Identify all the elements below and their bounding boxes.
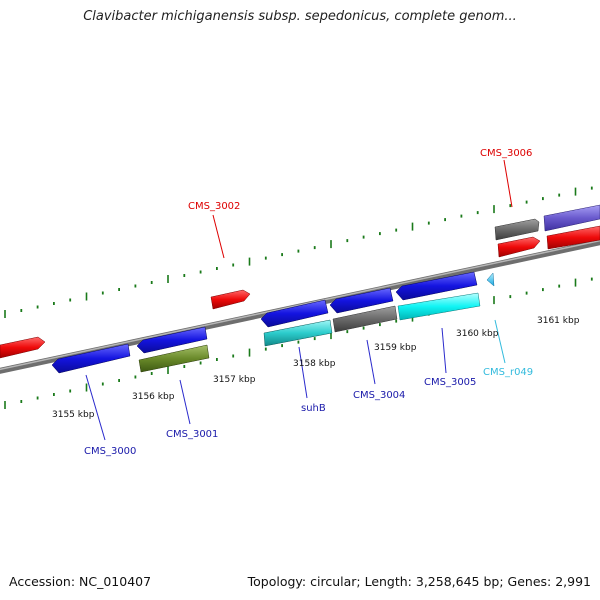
gene-cms-r049[interactable] [486, 272, 495, 287]
scale-label-3155: 3155 kbp [52, 410, 95, 420]
genome-summary-text: Topology: circular; Length: 3,258,645 bp… [247, 574, 591, 589]
gene-cms-3000[interactable] [51, 343, 131, 374]
gene-cms-3004-a[interactable] [329, 287, 394, 314]
scale-labels: 3155 kbp 3156 kbp 3157 kbp 3158 kbp 3159… [52, 316, 580, 420]
scale-label-3160: 3160 kbp [456, 329, 499, 339]
label-leader-lines [85, 159, 513, 441]
scale-label-3157: 3157 kbp [213, 375, 256, 385]
gene-suhb[interactable] [263, 319, 333, 347]
gene-cms-3003-a[interactable] [260, 299, 329, 328]
gene-cms-3009[interactable] [546, 225, 600, 250]
scale-label-3159: 3159 kbp [374, 343, 417, 353]
label-cms-3000[interactable]: CMS_3000 [84, 446, 136, 457]
label-suhb[interactable]: suhB [301, 403, 326, 414]
gene-cms-3001-a[interactable] [136, 326, 208, 354]
gene-cms-3006[interactable] [494, 218, 540, 241]
label-cms-r049[interactable]: CMS_r049 [483, 367, 533, 378]
label-cms-3002[interactable]: CMS_3002 [188, 201, 240, 212]
gene-cms-3007[interactable] [497, 236, 541, 258]
accession-text: Accession: NC_010407 [9, 574, 152, 589]
map-title: Clavibacter michiganensis subsp. sepedon… [83, 9, 517, 24]
outer-ring-ticks [4, 186, 593, 318]
scale-label-3161: 3161 kbp [537, 316, 580, 326]
gene-cms-2999[interactable] [0, 336, 46, 359]
scale-label-3158: 3158 kbp [293, 359, 336, 369]
label-cms-3005[interactable]: CMS_3005 [424, 377, 476, 388]
label-cms-3004[interactable]: CMS_3004 [353, 390, 405, 401]
gene-cms-3002[interactable] [210, 289, 251, 310]
label-cms-3006[interactable]: CMS_3006 [480, 148, 532, 159]
gene-features [0, 204, 600, 374]
gene-cms-3004[interactable] [332, 305, 398, 333]
gene-cms-3001[interactable] [138, 344, 210, 373]
gene-cms-3005[interactable] [397, 292, 481, 321]
gene-cms-3005-a[interactable] [395, 271, 478, 301]
scale-label-3156: 3156 kbp [132, 392, 175, 402]
label-cms-3001[interactable]: CMS_3001 [166, 429, 218, 440]
gene-cms-3008[interactable] [543, 204, 600, 232]
gene-labels: CMS_3000 CMS_3001 CMS_3002 suhB CMS_3004… [84, 148, 533, 457]
inner-ring-ticks [4, 277, 593, 409]
